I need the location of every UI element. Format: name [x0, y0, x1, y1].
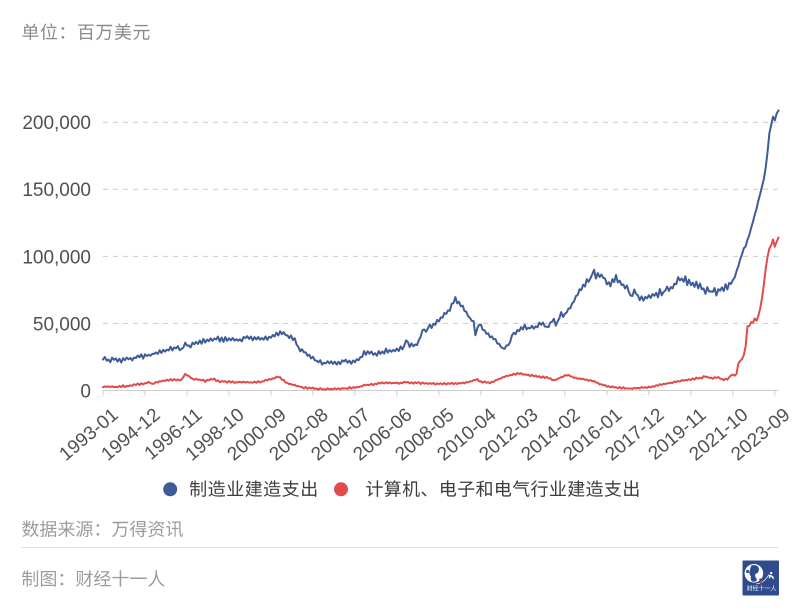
svg-text:150,000: 150,000 [22, 180, 91, 201]
svg-text:0: 0 [80, 381, 91, 402]
svg-text:50,000: 50,000 [33, 314, 91, 335]
svg-text:200,000: 200,000 [22, 113, 91, 134]
svg-text:100,000: 100,000 [22, 247, 91, 268]
